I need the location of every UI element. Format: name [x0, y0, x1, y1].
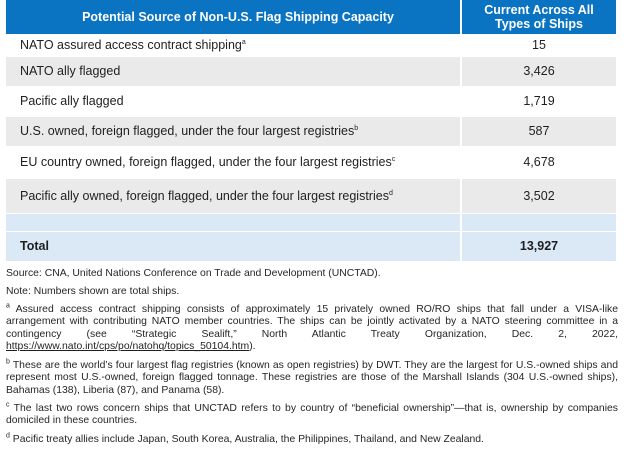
footnote-mark: c: [6, 401, 10, 409]
footnote-mark: b: [354, 124, 359, 132]
spacer-cell: [460, 213, 616, 232]
footnote-c: c The last two rows concern ships that U…: [6, 401, 618, 427]
source-note: Source: CNA, United Nations Conference o…: [6, 267, 381, 279]
total-row: Total 13,927: [6, 231, 616, 262]
row-value: 3,502: [460, 178, 616, 214]
footnote-mark: a: [241, 38, 246, 46]
row-value: 1,719: [460, 86, 616, 117]
row-label: U.S. owned, foreign flagged, under the f…: [6, 116, 461, 147]
header-source: Potential Source of Non-U.S. Flag Shippi…: [6, 0, 461, 34]
row-value: 15: [460, 34, 616, 57]
capacity-table-container: Potential Source of Non-U.S. Flag Shippi…: [6, 0, 616, 262]
total-label: Total: [6, 231, 461, 262]
total-value: 13,927: [460, 231, 616, 262]
row-label: NATO ally flagged: [6, 56, 461, 87]
header-current: Current Across All Types of Ships: [460, 0, 616, 34]
row-label: EU country owned, foreign flagged, under…: [6, 146, 461, 179]
table-header-row: Potential Source of Non-U.S. Flag Shippi…: [6, 0, 616, 34]
row-label: Pacific ally flagged: [6, 86, 461, 117]
spacer-row: [6, 213, 616, 232]
table-row: U.S. owned, foreign flagged, under the f…: [6, 116, 616, 147]
footnote-a: a Assured access contract shipping consi…: [6, 302, 618, 353]
table-row: Pacific ally owned, foreign flagged, und…: [6, 178, 616, 214]
footnote-b: b These are the world’s four largest fla…: [6, 358, 618, 396]
row-label: NATO assured access contract shippinga: [6, 34, 461, 57]
footnote-mark: b: [6, 358, 10, 366]
table-row: EU country owned, foreign flagged, under…: [6, 146, 616, 179]
footnote-d: d Pacific treaty allies include Japan, S…: [6, 432, 484, 445]
spacer-cell: [6, 213, 461, 232]
footnote-mark: c: [391, 155, 396, 163]
nato-topic-link[interactable]: https://www.nato.int/cps/po/natohq/topic…: [6, 341, 250, 353]
row-label: Pacific ally owned, foreign flagged, und…: [6, 178, 461, 214]
table-row: NATO ally flagged 3,426: [6, 56, 616, 87]
table-row: Pacific ally flagged 1,719: [6, 86, 616, 117]
row-value: 3,426: [460, 56, 616, 87]
row-value: 587: [460, 116, 616, 147]
table-notes: Source: CNA, United Nations Conference o…: [6, 268, 618, 447]
shipping-capacity-table: Potential Source of Non-U.S. Flag Shippi…: [6, 0, 616, 262]
footnote-mark: d: [388, 189, 393, 197]
row-value: 4,678: [460, 146, 616, 179]
footnote-mark: d: [6, 432, 10, 440]
numbers-note: Note: Numbers shown are total ships.: [6, 285, 180, 297]
footnote-mark: a: [6, 302, 10, 310]
table-row: NATO assured access contract shippinga 1…: [6, 34, 616, 57]
